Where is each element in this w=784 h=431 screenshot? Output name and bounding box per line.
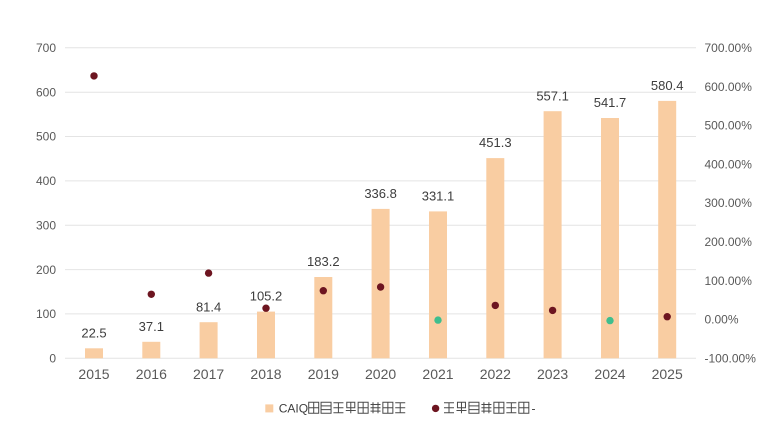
svg-text:22.5: 22.5 [81, 325, 106, 340]
svg-text:2022: 2022 [480, 366, 511, 382]
svg-text:2018: 2018 [250, 366, 281, 382]
svg-text:2016: 2016 [136, 366, 167, 382]
svg-text:2024: 2024 [594, 366, 625, 382]
svg-text:183.2: 183.2 [307, 254, 340, 269]
svg-text:2017: 2017 [193, 366, 224, 382]
svg-text:200: 200 [36, 263, 56, 277]
svg-text:580.4: 580.4 [651, 78, 684, 93]
svg-text:-100.00%: -100.00% [705, 352, 757, 366]
svg-text:331.1: 331.1 [422, 189, 455, 204]
svg-text:100: 100 [36, 307, 56, 321]
svg-text:600: 600 [36, 85, 56, 99]
svg-text:500.00%: 500.00% [705, 119, 753, 133]
svg-text:0: 0 [49, 352, 56, 366]
svg-text:CAIQ: CAIQ [279, 402, 308, 416]
svg-text:600.00%: 600.00% [705, 80, 753, 94]
svg-text:37.1: 37.1 [139, 319, 164, 334]
svg-text:451.3: 451.3 [479, 135, 512, 150]
svg-text:400: 400 [36, 174, 56, 188]
svg-text:336.8: 336.8 [364, 186, 397, 201]
svg-text:2020: 2020 [365, 366, 396, 382]
svg-text:700.00%: 700.00% [705, 41, 753, 55]
svg-text:2019: 2019 [308, 366, 339, 382]
svg-text:-: - [532, 402, 536, 416]
svg-text:200.00%: 200.00% [705, 235, 753, 249]
svg-text:2025: 2025 [652, 366, 683, 382]
svg-text:105.2: 105.2 [250, 289, 283, 304]
svg-text:557.1: 557.1 [536, 88, 569, 103]
svg-text:2021: 2021 [422, 366, 453, 382]
svg-text:100.00%: 100.00% [705, 274, 753, 288]
svg-text:541.7: 541.7 [594, 95, 627, 110]
svg-text:500: 500 [36, 130, 56, 144]
svg-text:2015: 2015 [78, 366, 109, 382]
svg-text:81.4: 81.4 [196, 299, 221, 314]
svg-text:400.00%: 400.00% [705, 157, 753, 171]
svg-text:300: 300 [36, 218, 56, 232]
svg-text:2023: 2023 [537, 366, 568, 382]
svg-text:0.00%: 0.00% [705, 313, 739, 327]
svg-text:700: 700 [36, 41, 56, 55]
svg-text:300.00%: 300.00% [705, 196, 753, 210]
